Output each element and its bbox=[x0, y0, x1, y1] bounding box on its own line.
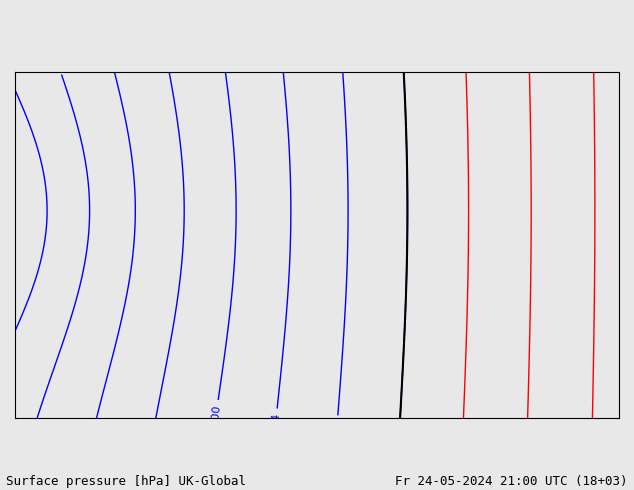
Text: Surface pressure [hPa] UK-Global: Surface pressure [hPa] UK-Global bbox=[6, 475, 247, 488]
Text: 1024: 1024 bbox=[586, 429, 597, 458]
Text: 1012: 1012 bbox=[394, 422, 404, 451]
Text: 1004: 1004 bbox=[269, 412, 281, 441]
Text: 988: 988 bbox=[49, 49, 64, 72]
Text: 1016: 1016 bbox=[457, 426, 468, 454]
Text: Fr 24-05-2024 21:00 UTC (18+03): Fr 24-05-2024 21:00 UTC (18+03) bbox=[395, 475, 628, 488]
Text: 984: 984 bbox=[0, 348, 10, 372]
Text: 1000: 1000 bbox=[209, 403, 222, 432]
Text: 992: 992 bbox=[97, 22, 111, 44]
Text: 1020: 1020 bbox=[522, 429, 532, 458]
Text: 996: 996 bbox=[155, 24, 169, 46]
Text: 1008: 1008 bbox=[331, 418, 342, 447]
